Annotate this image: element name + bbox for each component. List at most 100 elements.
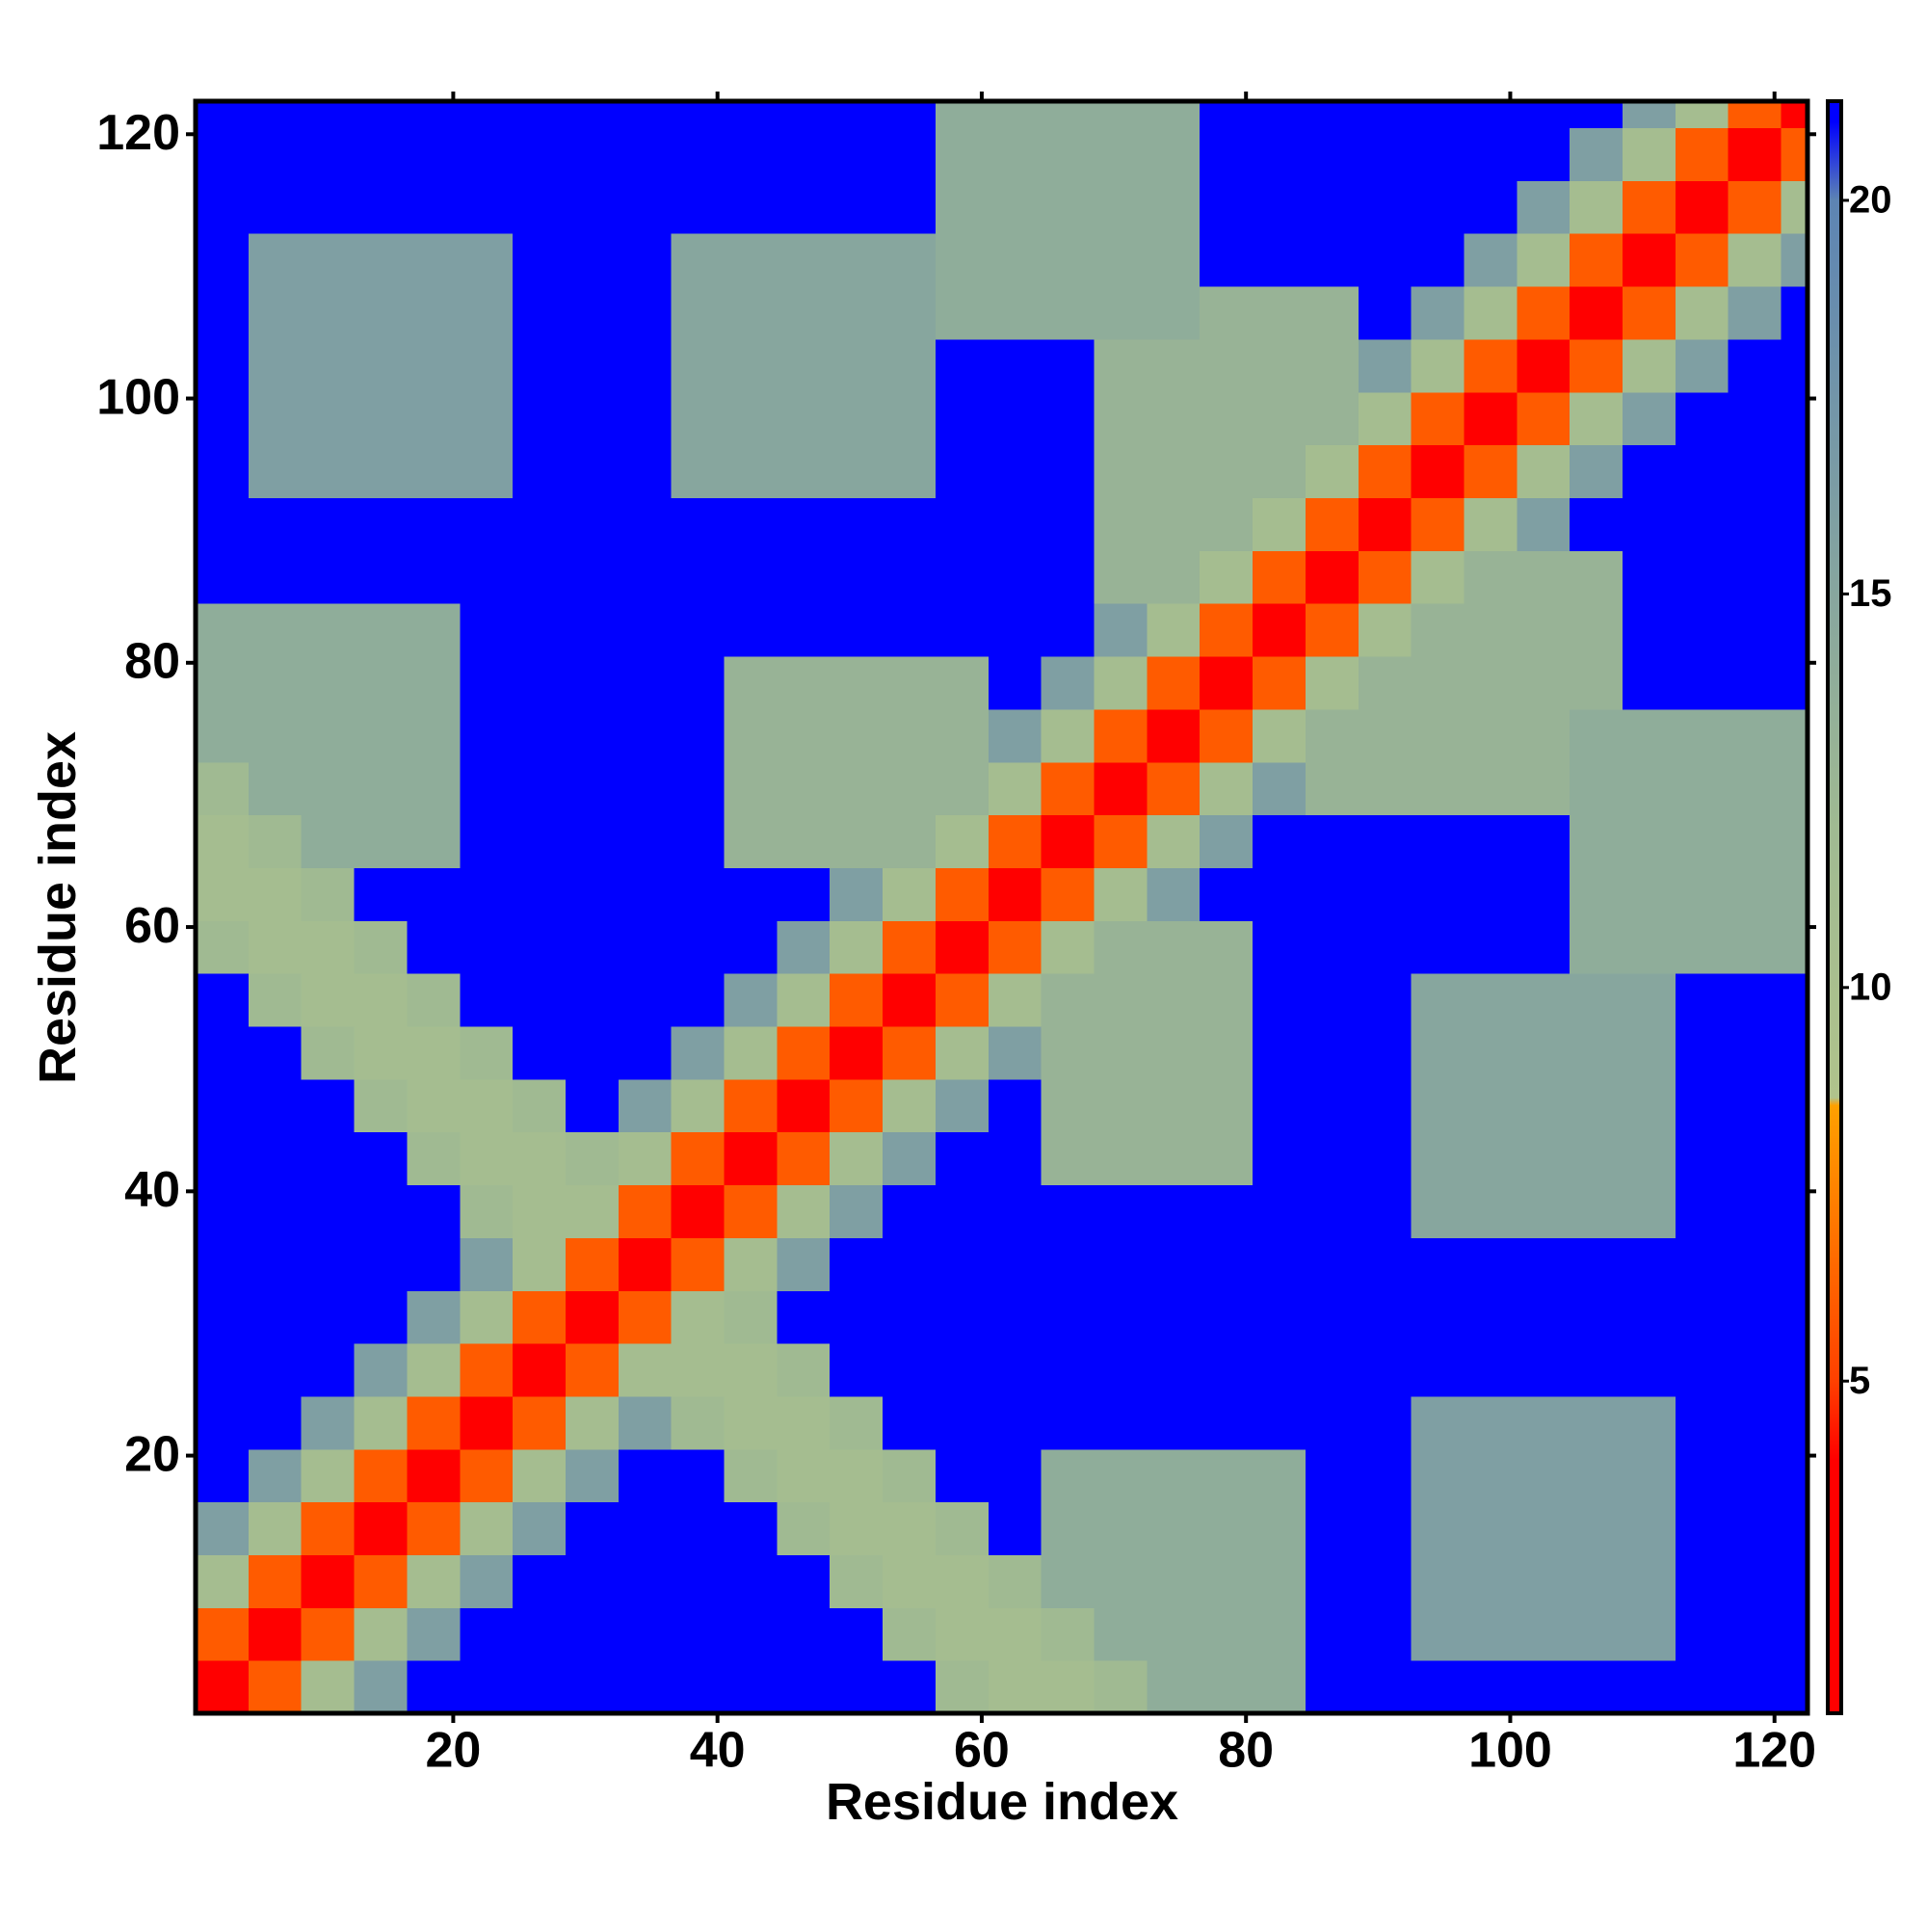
heatmap-cell [1358,444,1412,498]
heatmap-cell [1623,814,1676,868]
heatmap-cell [1200,338,1254,393]
heatmap-cell [513,1237,567,1291]
heatmap-cell [565,233,620,287]
heatmap-cell [1094,391,1148,446]
heatmap-cell [618,1607,673,1661]
heatmap-cell [1411,338,1465,393]
heatmap-cell [1094,1554,1148,1608]
heatmap-cell [830,761,884,816]
heatmap-cell [724,1607,778,1661]
heatmap-cell [1305,973,1359,1027]
heatmap-cell [830,285,884,340]
heatmap-cell [1570,920,1623,974]
heatmap-cell [883,1343,937,1397]
heatmap-cell [354,1078,409,1133]
heatmap-cell [724,285,778,340]
heatmap-cell [1675,1343,1729,1397]
heatmap-cell [618,1290,673,1344]
heatmap-cell [196,920,250,974]
heatmap-cell [513,1554,567,1608]
heatmap-cell [301,101,356,129]
heatmap-cell [988,1237,1043,1291]
heatmap-cell [248,814,303,868]
heatmap-cell [1200,497,1254,551]
heatmap-cell [1200,444,1254,498]
heatmap-cell [618,1448,673,1503]
heatmap-cell [301,655,356,710]
heatmap-cell [777,814,831,868]
heatmap-cell [1305,814,1359,868]
heatmap-cell [1147,1660,1201,1714]
heatmap-cell [1200,708,1254,763]
heatmap-cell [1094,127,1148,181]
heatmap-cell [1147,1501,1201,1556]
heatmap-cell [883,1607,937,1661]
heatmap-cell [1358,127,1412,181]
heatmap-cell [777,1448,831,1503]
heatmap-cell [1570,391,1623,446]
heatmap-cell [1305,920,1359,974]
heatmap-cell [1570,1448,1623,1503]
heatmap-cell [565,1448,620,1503]
heatmap-cell [1200,1395,1254,1450]
colorbar-tick-label: 5 [1849,1360,1870,1402]
heatmap-cell [777,1290,831,1344]
heatmap-cell [1781,285,1808,340]
heatmap-cell [1675,1448,1729,1503]
heatmap-cell [1041,101,1095,129]
heatmap-cell [1623,391,1676,446]
x-tick-label: 40 [690,1723,746,1779]
heatmap-cell [1041,867,1095,921]
heatmap-cell [935,1131,990,1186]
heatmap-cell [988,1660,1043,1714]
heatmap-cell [1464,1660,1518,1714]
heatmap-cell [724,444,778,498]
heatmap-cell [1094,1607,1148,1661]
heatmap-cell [1728,1237,1782,1291]
heatmap-cell [1728,1078,1782,1133]
heatmap-cell [1411,761,1465,816]
heatmap-cell [1781,391,1808,446]
heatmap-cell [1253,708,1307,763]
heatmap-cell [354,180,409,234]
heatmap-cell [1411,867,1465,921]
heatmap-cell [1253,973,1307,1027]
heatmap-cell [1570,655,1623,710]
heatmap-cell [1517,1131,1571,1186]
heatmap-cell [1464,497,1518,551]
heatmap-cell [196,285,250,340]
heatmap-cell [618,1131,673,1186]
heatmap-cell [1570,973,1623,1027]
heatmap-cell [988,655,1043,710]
heatmap-cell [1781,1448,1808,1503]
heatmap-cell [565,920,620,974]
heatmap-cell [618,1025,673,1080]
heatmap-cell [1675,814,1729,868]
heatmap-cell [513,1184,567,1238]
heatmap-cell [1147,655,1201,710]
heatmap-cell [513,233,567,287]
heatmap-cell [1253,550,1307,604]
heatmap-cell [988,127,1043,181]
heatmap-cell [935,1554,990,1608]
heatmap-cell [1253,233,1307,287]
heatmap-cell [1570,1131,1623,1186]
heatmap-cell [883,1554,937,1608]
heatmap-cell [883,603,937,657]
heatmap-cell [407,1395,461,1450]
heatmap-cell [777,973,831,1027]
heatmap-cell [248,391,303,446]
heatmap-cell [248,1448,303,1503]
heatmap-cell [565,1078,620,1133]
heatmap-cell [1358,338,1412,393]
heatmap-cell [988,338,1043,393]
heatmap-cell [724,655,778,710]
heatmap-cell [1358,1131,1412,1186]
heatmap-cell [565,867,620,921]
heatmap-cell [1781,233,1808,287]
heatmap-cell [513,338,567,393]
heatmap-cell [1358,1184,1412,1238]
heatmap-cell [618,1184,673,1238]
heatmap-cell [1253,391,1307,446]
heatmap-cell [1623,761,1676,816]
